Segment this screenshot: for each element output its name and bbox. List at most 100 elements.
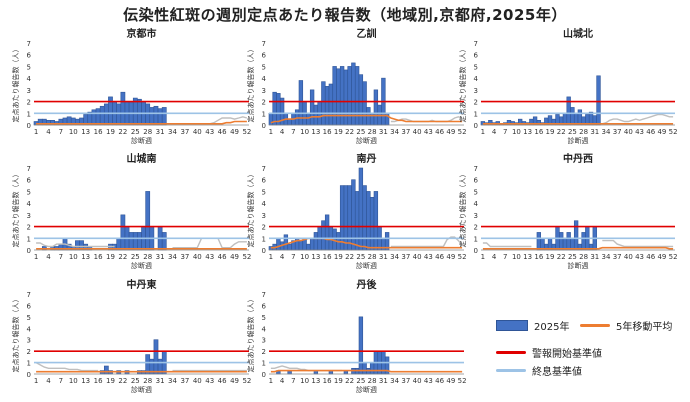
x-tick-label: 49 xyxy=(657,253,666,261)
bar xyxy=(321,220,326,251)
bar xyxy=(276,237,281,251)
chart-title-4: 山城南 xyxy=(127,152,157,165)
x-tick-label: 49 xyxy=(230,377,239,385)
x-tick-label: 25 xyxy=(131,377,140,385)
x-tick-label: 49 xyxy=(446,128,455,136)
y-tick-label: 2 xyxy=(27,224,31,232)
y-tick-label: 3 xyxy=(262,212,266,220)
y-tick-label: 2 xyxy=(474,99,478,107)
x-tick-label: 40 xyxy=(193,253,202,261)
x-tick-label: 37 xyxy=(613,128,622,136)
x-tick-label: 37 xyxy=(180,253,189,261)
bar xyxy=(145,103,151,126)
y-axis-label: 定点あたり報告数（人） xyxy=(11,296,20,373)
bar xyxy=(362,81,367,126)
legend-label-alert: 警報開始基準値 xyxy=(532,349,602,360)
x-tick-label: 13 xyxy=(81,377,90,385)
y-tick-label: 6 xyxy=(27,302,32,310)
bar xyxy=(309,89,315,126)
bar xyxy=(153,339,159,375)
y-tick-label: 6 xyxy=(27,52,32,60)
bar xyxy=(343,185,349,251)
x-tick-label: 13 xyxy=(81,128,90,136)
legend-item-end: 終息基準値 xyxy=(496,363,582,378)
x-axis-label: 診断週 xyxy=(568,261,589,270)
bar xyxy=(103,103,109,126)
bar xyxy=(339,185,345,251)
x-tick-label: 22 xyxy=(345,253,354,261)
y-tick-label: 3 xyxy=(474,212,478,220)
legend-label-end: 終息基準値 xyxy=(532,367,582,378)
x-tick-label: 10 xyxy=(512,128,521,136)
x-tick-label: 4 xyxy=(46,253,51,261)
x-tick-label: 13 xyxy=(81,253,90,261)
bar xyxy=(351,179,356,251)
x-tick-label: 4 xyxy=(280,253,285,261)
x-tick-label: 22 xyxy=(557,253,566,261)
prev-year-line xyxy=(36,242,115,248)
x-tick-label: 28 xyxy=(368,253,377,261)
bar xyxy=(362,362,367,375)
y-tick-label: 7 xyxy=(262,40,266,48)
x-tick-label: 40 xyxy=(413,253,422,261)
chart-title-6: 中丹西 xyxy=(563,152,593,165)
x-tick-label: 43 xyxy=(424,253,433,261)
x-tick-label: 22 xyxy=(118,128,127,136)
x-tick-label: 25 xyxy=(131,128,140,136)
x-tick-label: 4 xyxy=(280,128,285,136)
x-tick-label: 1 xyxy=(481,128,485,136)
y-tick-label: 2 xyxy=(27,99,31,107)
x-tick-label: 46 xyxy=(435,253,444,261)
prev-year-line xyxy=(35,361,99,372)
x-tick-label: 19 xyxy=(106,128,115,136)
y-tick-label: 2 xyxy=(474,224,478,232)
y-tick-label: 4 xyxy=(474,75,479,83)
x-tick-label: 4 xyxy=(46,377,51,385)
x-tick-label: 28 xyxy=(579,128,588,136)
y-tick-label: 4 xyxy=(262,325,267,333)
x-tick-label: 49 xyxy=(657,128,666,136)
x-tick-label: 4 xyxy=(492,253,497,261)
x-tick-label: 52 xyxy=(242,377,251,385)
bar xyxy=(287,118,292,126)
bar xyxy=(287,243,292,251)
bar xyxy=(570,107,575,126)
bar xyxy=(362,185,367,251)
x-tick-label: 28 xyxy=(368,377,377,385)
avg-line xyxy=(36,120,247,125)
x-tick-label: 34 xyxy=(168,253,177,261)
bar xyxy=(95,108,101,126)
bar xyxy=(283,234,289,251)
prev-year-line xyxy=(209,116,248,125)
x-axis-label: 診断週 xyxy=(356,136,377,145)
x-tick-label: 19 xyxy=(106,253,115,261)
y-tick-label: 0 xyxy=(27,247,31,255)
bar xyxy=(153,105,159,126)
y-tick-label: 1 xyxy=(262,360,266,368)
y-tick-label: 3 xyxy=(474,87,478,95)
legend-item-avg: 5年移動平均 xyxy=(580,318,672,333)
y-tick-label: 5 xyxy=(262,314,266,322)
bar xyxy=(132,232,138,251)
x-tick-label: 46 xyxy=(218,128,227,136)
bar xyxy=(324,86,330,126)
x-tick-label: 31 xyxy=(156,128,165,136)
x-tick-label: 1 xyxy=(34,377,38,385)
y-axis-label: 定点あたり報告数（人） xyxy=(458,46,467,123)
x-tick-label: 25 xyxy=(131,253,140,261)
x-tick-label: 16 xyxy=(94,253,103,261)
chart-title-3: 山城北 xyxy=(563,27,593,40)
bar xyxy=(373,89,379,126)
x-tick-label: 10 xyxy=(69,377,78,385)
x-tick-label: 4 xyxy=(492,128,497,136)
y-tick-label: 1 xyxy=(27,360,31,368)
x-tick-label: 10 xyxy=(512,253,521,261)
x-tick-label: 1 xyxy=(34,253,38,261)
bar xyxy=(343,69,349,126)
x-tick-label: 16 xyxy=(94,128,103,136)
x-tick-label: 40 xyxy=(193,128,202,136)
y-tick-label: 1 xyxy=(262,235,266,243)
bar xyxy=(128,232,134,251)
y-tick-label: 0 xyxy=(27,371,31,379)
y-tick-label: 1 xyxy=(27,110,31,118)
